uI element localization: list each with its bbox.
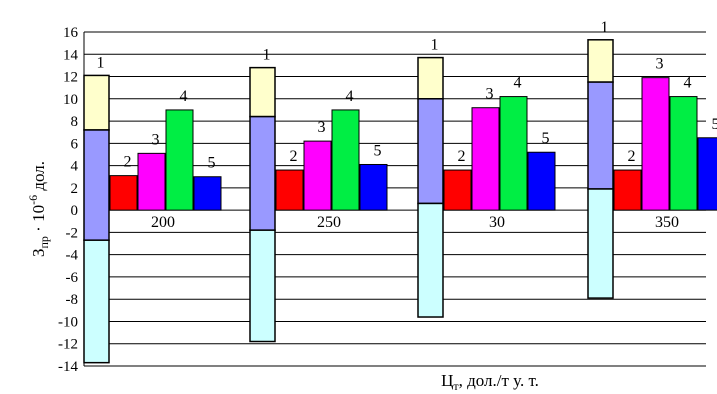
bar-label-2: 2 bbox=[628, 148, 636, 165]
bar-label-2: 2 bbox=[290, 148, 298, 165]
y-tick-label: -12 bbox=[58, 337, 78, 353]
bar-label-4: 4 bbox=[684, 75, 692, 92]
y-tick-label: -14 bbox=[58, 359, 78, 375]
bar-2 bbox=[109, 175, 138, 211]
bar-3 bbox=[471, 107, 500, 211]
y-tick-label: 8 bbox=[71, 114, 79, 130]
bar-label-3: 3 bbox=[486, 86, 494, 103]
bar-label-1: 1 bbox=[601, 19, 609, 36]
bar-3 bbox=[641, 77, 670, 211]
bar-label-5: 5 bbox=[208, 155, 216, 172]
bar-label-4: 4 bbox=[514, 75, 522, 92]
bar-label-3: 3 bbox=[318, 119, 326, 136]
bar-5 bbox=[193, 176, 222, 211]
y-tick-label: -6 bbox=[66, 270, 79, 286]
bar-4 bbox=[165, 109, 194, 211]
bar-label-1: 1 bbox=[97, 54, 105, 71]
bar-2 bbox=[613, 169, 642, 211]
category-label: 250 bbox=[317, 214, 341, 231]
bar-4 bbox=[331, 109, 360, 211]
category-label: 30 bbox=[489, 214, 505, 231]
bar-label-2: 2 bbox=[458, 148, 466, 165]
bar-4 bbox=[499, 96, 528, 211]
bar-label-4: 4 bbox=[346, 88, 354, 105]
bar-1-lower-segment bbox=[83, 239, 110, 364]
bar-2 bbox=[275, 169, 304, 211]
bar-5 bbox=[697, 137, 717, 211]
bar-1-lower-segment bbox=[417, 202, 444, 318]
bar-5 bbox=[359, 163, 388, 211]
y-tick-label: 12 bbox=[63, 70, 78, 86]
bar-1-middle-segment bbox=[83, 129, 110, 241]
y-tick-label: 16 bbox=[63, 25, 79, 41]
bar-1-middle-segment bbox=[417, 98, 444, 205]
y-tick-label: -4 bbox=[66, 248, 79, 264]
y-tick-label: 6 bbox=[71, 136, 79, 152]
bar-label-1: 1 bbox=[431, 37, 439, 54]
y-axis-title: Зпр · 10-6 дол. bbox=[26, 161, 51, 257]
bar-1-middle-segment bbox=[587, 81, 614, 190]
bar-2 bbox=[443, 169, 472, 211]
bar-1-upper-segment bbox=[83, 74, 110, 131]
y-tick-label: -10 bbox=[58, 314, 78, 330]
y-tick-label: 14 bbox=[63, 47, 79, 63]
bar-1-upper-segment bbox=[587, 39, 614, 83]
bar-label-5: 5 bbox=[374, 142, 382, 159]
bar-label-3: 3 bbox=[656, 56, 664, 73]
bar-label-5: 5 bbox=[542, 130, 550, 147]
bar-label-3: 3 bbox=[152, 131, 160, 148]
bar-1-lower-segment bbox=[587, 188, 614, 299]
bar-label-1: 1 bbox=[263, 47, 271, 64]
bar-label-5: 5 bbox=[712, 116, 717, 133]
bar-label-2: 2 bbox=[124, 154, 132, 171]
y-tick-label: -2 bbox=[66, 225, 79, 241]
category-label: 350 bbox=[655, 214, 679, 231]
y-tick-label: 2 bbox=[71, 181, 79, 197]
bar-5 bbox=[527, 151, 556, 211]
bars bbox=[83, 39, 717, 364]
y-tick-labels: 16 14 12 10 8 6 4 2 0 -2 -4 -6 -8 -10 -12 -14 bbox=[58, 25, 79, 375]
bar-1-middle-segment bbox=[249, 115, 276, 231]
category-labels: 200 250 30 350 bbox=[151, 214, 679, 231]
x-axis-title: Цт, дол./т у. т. bbox=[441, 371, 539, 393]
bar-1-upper-segment bbox=[417, 56, 444, 100]
bar-4 bbox=[669, 96, 698, 211]
y-tick-label: 10 bbox=[63, 92, 78, 108]
bar-1-upper-segment bbox=[249, 66, 276, 118]
bar-number-labels: 1 2 3 4 5 1 2 3 4 5 1 2 3 4 5 1 2 3 4 5 bbox=[97, 19, 717, 172]
bar-label-4: 4 bbox=[180, 88, 188, 105]
bar-1-lower-segment bbox=[249, 229, 276, 343]
bar-3 bbox=[303, 140, 332, 211]
category-label: 200 bbox=[151, 214, 175, 231]
bar-3 bbox=[137, 152, 166, 211]
y-tick-label: 0 bbox=[71, 203, 79, 219]
y-tick-label: 4 bbox=[71, 159, 79, 175]
y-tick-label: -8 bbox=[66, 292, 79, 308]
